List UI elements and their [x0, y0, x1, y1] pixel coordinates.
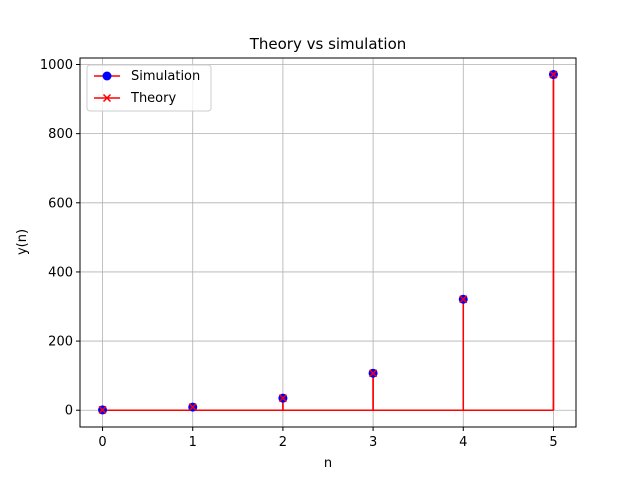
stem-lines	[101, 74, 555, 411]
theory-point-5	[549, 70, 558, 79]
theory-point-4	[459, 295, 468, 304]
y-tick-label-600: 600	[48, 196, 73, 211]
x-tick-label-5: 5	[549, 435, 557, 450]
data-markers	[98, 70, 558, 415]
axis-ticks	[76, 63, 554, 431]
x-tick-label-0: 0	[98, 435, 106, 450]
legend-theory-label: Theory	[130, 91, 176, 106]
theory-point-2	[278, 394, 287, 403]
y-axis-label: y(n)	[15, 229, 30, 255]
x-axis-label: n	[324, 456, 332, 471]
legend-simulation-marker	[102, 71, 112, 81]
x-tick-label-3: 3	[369, 435, 377, 450]
y-tick-label-800: 800	[48, 127, 73, 142]
axes-frame	[79, 57, 577, 428]
y-tick-label-0: 0	[65, 404, 73, 419]
legend-theory-marker	[102, 93, 112, 103]
theory-point-1	[188, 403, 197, 412]
theory-point-3	[369, 369, 378, 378]
x-tick-label-1: 1	[189, 435, 197, 450]
y-tick-label-400: 400	[48, 265, 73, 280]
chart-title: Theory vs simulation	[249, 35, 407, 53]
legend: Simulation Theory	[86, 64, 212, 112]
y-tick-label-1000: 1000	[40, 58, 73, 73]
theory-point-0	[98, 405, 107, 414]
legend-simulation-label: Simulation	[131, 69, 200, 84]
y-tick-label-200: 200	[48, 335, 73, 350]
axis-tick-labels: 0 1 2 3 4 5 0 200 400 600 800 1000	[40, 58, 558, 450]
grid-lines	[80, 58, 576, 427]
x-tick-label-2: 2	[279, 435, 287, 450]
x-tick-label-4: 4	[459, 435, 467, 450]
